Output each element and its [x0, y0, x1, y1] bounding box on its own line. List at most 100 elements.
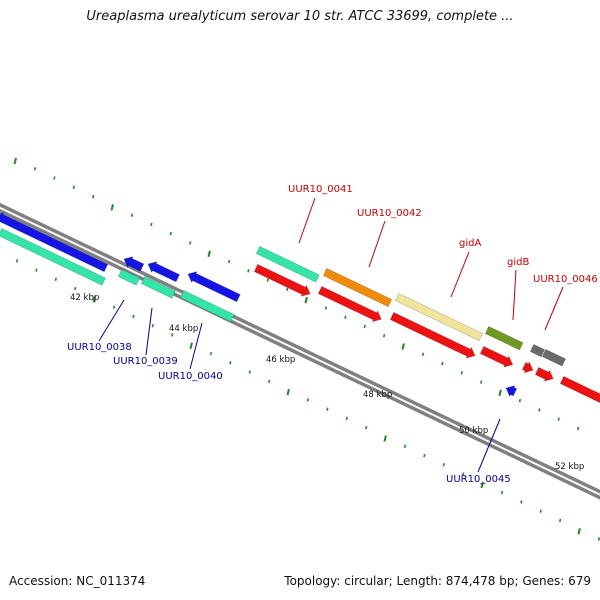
gene-feature-reverse-0[interactable] — [123, 256, 145, 272]
ruler-ticks — [13, 157, 600, 541]
outer-tick — [344, 315, 347, 319]
inner-tick — [132, 314, 135, 319]
gene-feature-reverse-13[interactable] — [505, 385, 518, 398]
inner-tick — [74, 286, 77, 291]
inner-tick — [423, 453, 426, 458]
ruler-tick-label: 52 kbp — [555, 462, 584, 472]
backbone-line-upper — [0, 202, 600, 494]
inner-tick — [442, 463, 445, 467]
gene-label[interactable]: UUR10_0038 — [67, 342, 132, 353]
outer-tick — [498, 389, 502, 397]
outer-tick — [33, 167, 37, 171]
outer-tick — [169, 231, 172, 236]
inner-tick — [520, 500, 523, 504]
inner-tick — [209, 351, 213, 356]
outer-tick — [421, 352, 425, 356]
outer-tick — [92, 194, 95, 199]
map-title: Ureaplasma urealyticum serovar 10 str. A… — [86, 9, 514, 24]
outer-tick — [538, 408, 541, 412]
gene-feature-forward-0[interactable] — [0, 212, 109, 273]
gene-label-leader — [512, 269, 517, 321]
gene-feature-forward-4[interactable] — [394, 292, 483, 342]
gene-feature-reverse-3[interactable] — [117, 268, 141, 286]
outer-tick — [324, 306, 328, 310]
gene-label-leader — [298, 197, 316, 244]
inner-tick — [383, 435, 387, 442]
outer-tick — [460, 371, 463, 375]
outer-tick — [286, 287, 289, 292]
inner-tick — [229, 361, 232, 365]
inner-tick — [171, 333, 174, 337]
gene-label[interactable]: UUR10_0039 — [113, 356, 178, 367]
gene-feature-forward-7[interactable] — [541, 348, 567, 367]
outer-tick — [401, 343, 405, 350]
inner-tick — [365, 426, 368, 430]
backbone-line-lower — [0, 208, 600, 500]
outer-tick — [441, 361, 444, 366]
ruler-tick-label: 42 kbp — [70, 293, 99, 303]
gene-feature-forward-2[interactable] — [255, 245, 320, 283]
gene-feature-forward-1[interactable] — [0, 227, 106, 286]
outer-tick — [189, 241, 192, 245]
gene-features[interactable] — [0, 212, 600, 410]
gene-feature-forward-6[interactable] — [529, 343, 546, 358]
outer-tick — [130, 213, 134, 217]
gene-labels: UUR10_0038 UUR10_0039 UUR10_0040 UUR10_0041… — [67, 184, 598, 485]
inner-tick — [326, 407, 329, 411]
gene-feature-reverse-5[interactable] — [179, 289, 235, 323]
inner-tick — [403, 444, 407, 448]
gene-feature-reverse-4[interactable] — [140, 275, 176, 299]
inner-tick — [558, 518, 562, 523]
ruler-tick-label: 50 kbp — [459, 426, 488, 436]
inner-tick — [306, 398, 310, 402]
gene-label-leader — [450, 251, 470, 298]
outer-tick — [247, 269, 250, 273]
outer-tick — [557, 417, 560, 421]
outer-tick — [383, 334, 386, 338]
outer-tick — [518, 398, 522, 403]
outer-tick — [207, 250, 211, 257]
outer-tick — [72, 185, 75, 190]
gene-label[interactable]: UUR10_0040 — [158, 371, 223, 382]
outer-tick — [304, 296, 308, 304]
inner-tick — [597, 537, 600, 541]
inner-tick — [539, 509, 542, 513]
gene-feature-forward-3[interactable] — [322, 267, 393, 308]
gene-label-leader — [145, 307, 153, 356]
outer-tick — [13, 157, 17, 165]
gene-feature-reverse-12[interactable] — [559, 375, 600, 409]
gene-feature-reverse-2[interactable] — [187, 271, 241, 303]
gene-label-leader — [477, 418, 501, 473]
inner-tick — [268, 379, 271, 384]
gene-feature-reverse-8[interactable] — [389, 311, 476, 359]
ruler-tick-label: 46 kbp — [266, 355, 295, 365]
gene-feature-reverse-7[interactable] — [317, 285, 382, 323]
inner-tick — [577, 527, 581, 535]
gene-label[interactable]: UUR10_0045 — [446, 474, 511, 485]
gene-feature-reverse-1[interactable] — [147, 261, 180, 283]
inner-tick — [189, 342, 193, 349]
outer-tick — [150, 222, 153, 227]
gene-label-leader — [544, 286, 564, 331]
gene-label-leader — [98, 299, 125, 342]
gene-label[interactable]: gidA — [459, 238, 481, 249]
inner-tick — [286, 388, 290, 396]
inner-tick — [54, 277, 57, 282]
gene-feature-reverse-10[interactable] — [521, 361, 534, 374]
outer-tick — [479, 380, 483, 384]
gene-feature-forward-5[interactable] — [484, 325, 524, 351]
outer-tick — [110, 204, 114, 211]
gene-label[interactable]: UUR10_0041 — [288, 184, 353, 195]
inner-tick — [500, 490, 504, 495]
gene-label[interactable]: UUR10_0046 — [533, 274, 598, 285]
gene-feature-reverse-9[interactable] — [479, 345, 514, 368]
outer-tick — [266, 278, 269, 282]
gene-feature-reverse-6[interactable] — [253, 263, 311, 297]
inner-tick — [480, 481, 484, 489]
inner-tick — [112, 305, 116, 309]
gene-label[interactable]: UUR10_0042 — [357, 208, 422, 219]
gene-label-leader — [368, 220, 386, 268]
gene-label[interactable]: gidB — [507, 257, 529, 268]
gene-feature-reverse-11[interactable] — [534, 367, 554, 382]
